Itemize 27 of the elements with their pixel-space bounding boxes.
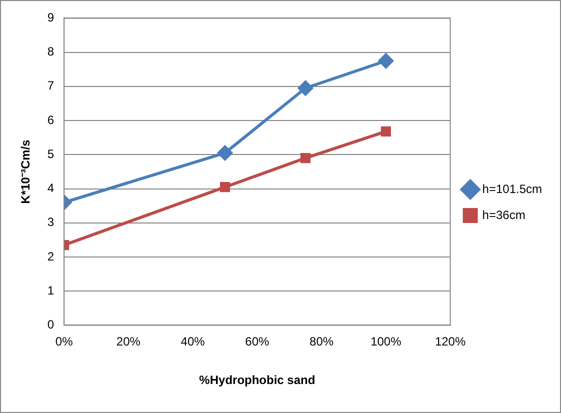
y-tick-label: 4 <box>47 181 54 196</box>
y-tick-label: 7 <box>47 78 54 93</box>
point <box>378 53 394 68</box>
legend-label: h=36cm <box>482 208 526 222</box>
y-tick-label: 9 <box>47 10 54 25</box>
y-tick-label: 6 <box>47 112 54 127</box>
y-tick-label: 2 <box>47 249 54 264</box>
y-tick-label: 5 <box>47 146 54 161</box>
legend-label: h=101.5cm <box>482 182 542 196</box>
point <box>220 182 230 192</box>
x-tick-label: 0% <box>55 334 74 349</box>
x-tick-label: 80% <box>310 334 334 349</box>
point <box>380 126 391 136</box>
y-tick-label: 1 <box>47 283 54 298</box>
x-tick-label: 40% <box>180 334 206 349</box>
y-tick-label: 3 <box>47 215 54 230</box>
point <box>300 153 310 164</box>
y-tick-label: 8 <box>47 44 54 59</box>
x-axis-title: %Hydrophobic sand <box>199 373 316 388</box>
y-axis-title: K*10⁻³Cm/s <box>18 139 33 204</box>
x-tick-label: 20% <box>116 334 141 349</box>
x-tick-label: 60% <box>245 334 270 349</box>
y-tick-label: 0 <box>47 318 54 332</box>
x-tick-label: 120% <box>434 334 466 349</box>
point <box>218 145 232 160</box>
point <box>298 80 313 96</box>
x-tick-label: 100% <box>370 334 402 349</box>
